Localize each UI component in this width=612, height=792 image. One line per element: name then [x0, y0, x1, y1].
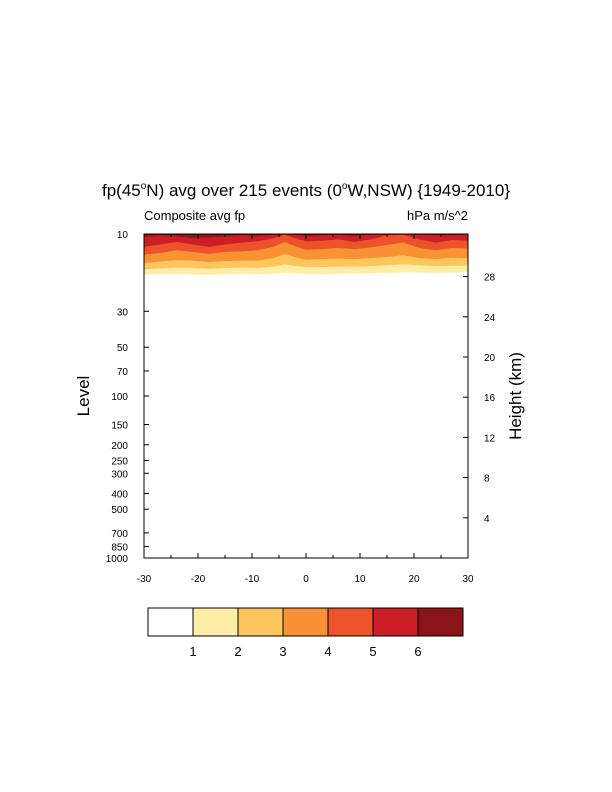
colorbar-box	[192, 607, 239, 637]
x-axis: -30 -20 -10 0 10 20 30	[137, 234, 474, 585]
y-tick-label: 200	[111, 441, 128, 452]
x-tick-label: -10	[245, 574, 260, 585]
y-tick-label: 30	[117, 307, 129, 318]
y-axis-label-right: Height (km)	[506, 352, 525, 440]
colorbar-label: 1	[189, 644, 196, 659]
y-tick-label: 70	[117, 367, 129, 378]
colorbar-label: 6	[414, 644, 421, 659]
colorbar-box	[327, 607, 374, 637]
colorbar-label: 3	[279, 644, 286, 659]
y-tick-label: 50	[117, 343, 129, 354]
height-tick-label: 24	[484, 313, 496, 324]
height-tick-label: 20	[484, 353, 496, 364]
x-tick-label: 30	[462, 574, 474, 585]
x-tick-label: 0	[303, 574, 309, 585]
colorbar: 1 2 3 4 5 6	[147, 607, 464, 659]
x-tick-label: 20	[408, 574, 420, 585]
contour-fills	[144, 234, 468, 275]
y-axis-right: 4 8 12 16 20 24 28	[463, 273, 496, 525]
y-tick-label: 400	[111, 490, 128, 501]
chart-title: fp(45oN) avg over 215 events (0oW,NSW) {…	[102, 181, 510, 200]
height-tick-label: 28	[484, 273, 496, 284]
y-tick-label: 850	[111, 543, 128, 554]
y-tick-label: 1000	[106, 554, 129, 565]
colorbar-box	[417, 607, 464, 637]
height-tick-label: 8	[484, 474, 490, 485]
y-tick-label: 10	[117, 230, 129, 241]
x-tick-label: -30	[137, 574, 152, 585]
right-string: hPa m/s^2	[407, 208, 468, 223]
y-tick-label: 500	[111, 505, 128, 516]
x-tick-label: 10	[354, 574, 366, 585]
colorbar-box	[372, 607, 419, 637]
y-tick-label: 150	[111, 421, 128, 432]
height-tick-label: 4	[484, 514, 490, 525]
colorbar-box	[282, 607, 329, 637]
y-axis-label: Level	[74, 376, 93, 417]
colorbar-box	[237, 607, 284, 637]
colorbar-label: 2	[234, 644, 241, 659]
height-tick-label: 16	[484, 393, 496, 404]
y-tick-label: 100	[111, 392, 128, 403]
colorbar-box	[147, 607, 194, 637]
y-tick-label: 250	[111, 456, 128, 467]
left-string: Composite avg fp	[144, 208, 245, 223]
plot-frame	[143, 233, 469, 559]
height-tick-label: 12	[484, 433, 496, 444]
y-tick-label: 300	[111, 469, 128, 480]
colorbar-label: 5	[369, 644, 376, 659]
x-tick-label: -20	[191, 574, 206, 585]
contour-band-5	[144, 234, 468, 247]
colorbar-label: 4	[324, 644, 331, 659]
y-tick-label: 700	[111, 529, 128, 540]
